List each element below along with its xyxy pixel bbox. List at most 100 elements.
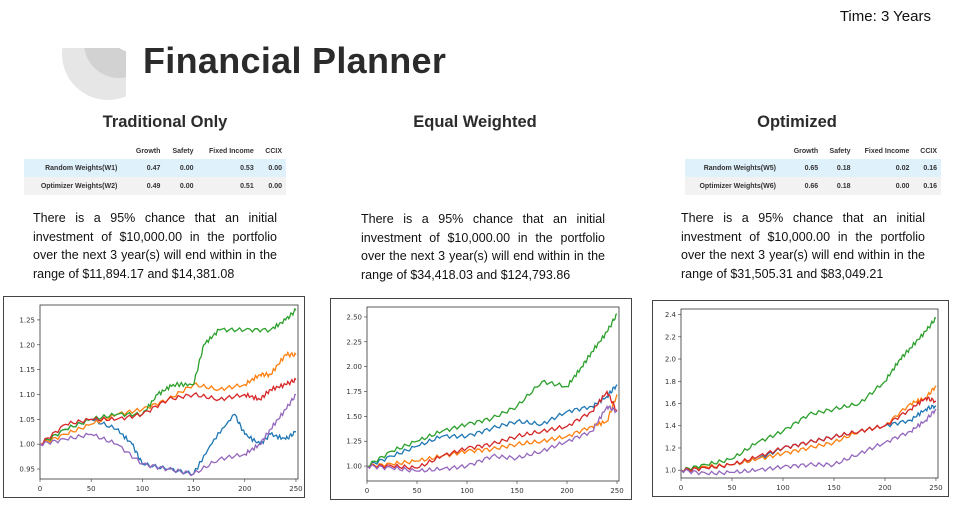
- x-tick-label: 250: [929, 484, 942, 492]
- series-line: [366, 404, 617, 473]
- time-label: Time: 3 Years: [839, 8, 931, 25]
- table-header: CCIX: [920, 147, 937, 155]
- projection-text-traditional: There is a 95% chance that an initial in…: [33, 211, 277, 281]
- y-tick-label: 2.50: [346, 313, 362, 321]
- projection-text-equal-weighted: There is a 95% chance that an initial in…: [361, 212, 605, 282]
- x-tick-label: 100: [776, 484, 789, 492]
- x-tick-label: 0: [679, 484, 683, 492]
- table-cell: 0.53: [197, 159, 258, 177]
- y-tick-label: 1.20: [19, 341, 35, 349]
- series-line: [680, 385, 937, 473]
- series-line: [366, 389, 618, 471]
- y-tick-label: 2.2: [665, 333, 676, 341]
- table-cell: 0.66: [785, 177, 823, 195]
- table-header: Fixed Income: [208, 147, 254, 155]
- y-tick-label: 1.00: [19, 441, 35, 449]
- x-tick-label: 200: [238, 485, 251, 493]
- table-row: Optimizer Weights(W6) 0.66 0.18 0.00 0.1…: [685, 177, 941, 195]
- x-tick-label: 150: [827, 484, 840, 492]
- series-line: [39, 377, 297, 445]
- table-cell: 0.16: [913, 159, 941, 177]
- y-tick-label: 1.75: [346, 388, 362, 396]
- table-row: Optimizer Weights(W2) 0.49 0.00 0.51 0.0…: [24, 177, 286, 195]
- simulation-chart-equal-weighted: 1.00 1.25 1.50 1.75 2.00 2.25 2.50 0 50 100 150 200…: [330, 298, 632, 500]
- table-cell: 0.18: [822, 159, 855, 177]
- table-header-row: Growth Safety Fixed Income CCIX: [24, 143, 286, 159]
- table-cell: Optimizer Weights(W2): [24, 177, 128, 195]
- plot-area: [680, 308, 939, 479]
- y-tick-label: 1.4: [665, 422, 677, 430]
- y-tick-label: 1.6: [665, 400, 677, 408]
- x-tick-label: 50: [413, 487, 422, 495]
- y-tick-label: 1.25: [346, 438, 362, 446]
- x-tick-label: 50: [87, 485, 96, 493]
- x-tick-label: 100: [136, 485, 149, 493]
- y-tick-label: 2.4: [665, 311, 677, 319]
- decorative-arc-icon: [62, 48, 126, 100]
- plot-area: [39, 304, 299, 480]
- y-tick-label: 1.25: [19, 316, 35, 324]
- series-line: [39, 393, 296, 477]
- table-cell: 0.00: [257, 177, 286, 195]
- table-header: CCIX: [265, 147, 282, 155]
- table-cell: Random Weights(W5): [685, 159, 786, 177]
- column-title-equal-weighted: Equal Weighted: [413, 113, 537, 131]
- simulation-chart-traditional: 0.95 1.00 1.05 1.10 1.15 1.20 1.25 0 50 100 150 200…: [3, 296, 305, 498]
- series-line: [680, 408, 937, 476]
- page-title: Financial Planner: [143, 40, 447, 81]
- y-tick-label: 1.10: [19, 391, 35, 399]
- x-tick-label: 250: [289, 485, 302, 493]
- table-cell: 0.02: [854, 159, 914, 177]
- x-tick-label: 0: [365, 487, 369, 495]
- table-header: [685, 143, 786, 159]
- table-header: Safety: [172, 147, 194, 155]
- x-tick-label: 150: [187, 485, 200, 493]
- x-tick-label: 250: [610, 487, 623, 495]
- table-header: Safety: [829, 147, 851, 155]
- weights-table-traditional: Growth Safety Fixed Income CCIX Random W…: [24, 143, 286, 195]
- y-tick-label: 1.00: [346, 463, 362, 471]
- y-tick-label: 1.15: [19, 366, 35, 374]
- series-line: [680, 396, 937, 473]
- x-tick-label: 200: [878, 484, 891, 492]
- table-header: Growth: [135, 147, 161, 155]
- table-header: [24, 143, 127, 159]
- table-cell: 0.18: [822, 177, 855, 195]
- table-cell: 0.00: [164, 159, 198, 177]
- table-cell: 0.00: [854, 177, 914, 195]
- table-cell: 0.65: [785, 159, 823, 177]
- series-line: [366, 313, 618, 468]
- table-row: Random Weights(W5) 0.65 0.18 0.02 0.16: [685, 159, 941, 177]
- column-title-optimized: Optimized: [757, 113, 837, 131]
- y-tick-label: 2.00: [346, 363, 362, 371]
- column-title-traditional: Traditional Only: [102, 113, 228, 131]
- x-tick-label: 150: [510, 487, 523, 495]
- y-tick-label: 2.25: [346, 338, 362, 346]
- x-tick-label: 0: [38, 485, 42, 493]
- y-tick-label: 1.2: [665, 444, 676, 452]
- projection-text-optimized: There is a 95% chance that an initial in…: [681, 211, 925, 281]
- y-tick-label: 1.0: [665, 467, 676, 475]
- x-tick-label: 50: [728, 484, 737, 492]
- table-header: Growth: [793, 147, 819, 155]
- y-tick-label: 1.50: [346, 413, 362, 421]
- series-line: [366, 384, 618, 468]
- weights-table-optimized: Growth Safety Fixed Income CCIX Random W…: [685, 143, 941, 195]
- table-cell: Optimizer Weights(W6): [685, 177, 786, 195]
- y-tick-label: 1.8: [665, 378, 676, 386]
- x-tick-label: 200: [560, 487, 573, 495]
- table-cell: 0.47: [127, 159, 165, 177]
- table-header: Fixed Income: [864, 147, 910, 155]
- y-tick-label: 1.05: [19, 416, 35, 424]
- simulation-chart-optimized: 1.0 1.2 1.4 1.6 1.8 2.0 2.2 2.4 0 50 100 150 200 250: [652, 300, 949, 497]
- plot-area: [366, 306, 620, 482]
- table-header-row: Growth Safety Fixed Income CCIX: [685, 143, 941, 159]
- table-cell: 0.00: [257, 159, 286, 177]
- table-cell: 0.00: [164, 177, 198, 195]
- table-cell: 0.16: [913, 177, 941, 195]
- table-cell: Random Weights(W1): [24, 159, 128, 177]
- y-tick-label: 2.0: [665, 356, 676, 364]
- table-cell: 0.49: [127, 177, 165, 195]
- series-line: [680, 317, 937, 473]
- y-tick-label: 0.95: [19, 466, 35, 474]
